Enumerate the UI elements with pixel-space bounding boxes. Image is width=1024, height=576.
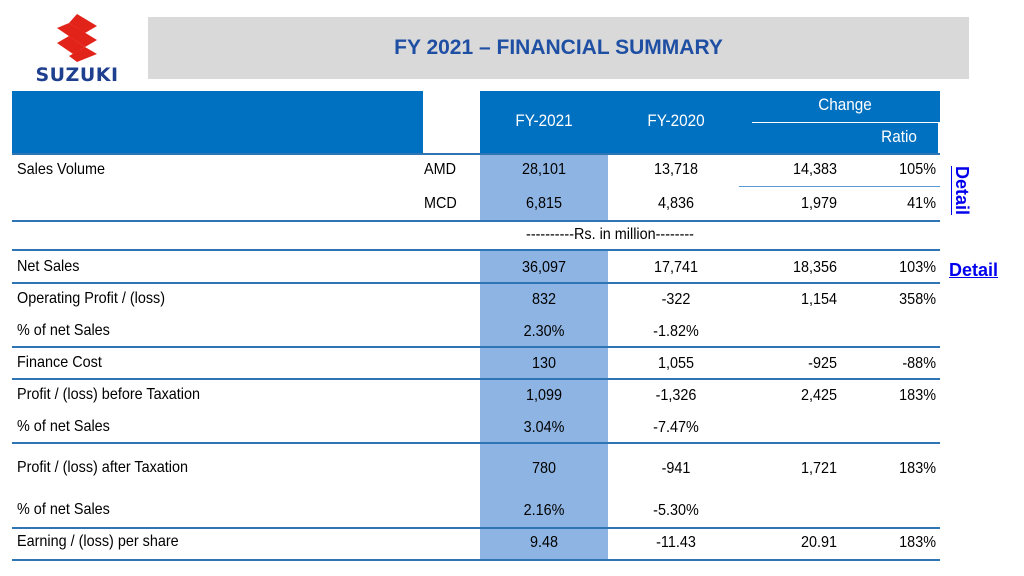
cell-change: -925 (808, 355, 837, 372)
cell-ratio: 183% (899, 534, 936, 551)
header-left-block (12, 91, 423, 153)
cell-ratio: 183% (899, 387, 936, 404)
fy2021-column-lower (480, 249, 608, 561)
net-sales-detail-link[interactable]: Detail (949, 260, 999, 280)
row-divider (739, 186, 940, 187)
suzuki-s-icon (57, 14, 97, 62)
row-label: Sales Volume (17, 161, 106, 178)
header-fy2021: FY-2021 (515, 111, 573, 130)
cell-fy2020: 4,836 (657, 195, 695, 212)
cell-change: 20.91 (800, 534, 837, 551)
cell-ratio: -88% (902, 355, 936, 372)
header-years-band (480, 122, 860, 153)
cell-ratio: 358% (899, 291, 936, 308)
cell-fy2021: 6,815 (525, 195, 563, 212)
row-divider (12, 527, 940, 529)
cell-fy2020: -7.47% (653, 419, 699, 436)
row-divider (12, 378, 940, 380)
units-note: ----------Rs. in million-------- (526, 226, 694, 243)
cell-ratio: 103% (899, 259, 936, 276)
row-label: Earning / (loss) per share (17, 533, 179, 550)
cell-change: 2,425 (800, 387, 837, 404)
cell-change: 1,721 (800, 460, 837, 477)
cell-fy2021: 2.16% (523, 502, 565, 519)
row-divider (12, 249, 940, 251)
cell-ratio: 41% (907, 195, 936, 212)
row-divider (12, 220, 940, 222)
fy2021-column-upper (480, 153, 608, 220)
cell-change: 1,979 (800, 195, 837, 212)
suzuki-logo: SUZUKI (22, 14, 132, 86)
cell-fy2021: 780 (531, 460, 557, 477)
row-sublabel: MCD (424, 195, 457, 212)
cell-fy2020: -941 (661, 460, 691, 477)
row-label: Finance Cost (17, 354, 102, 371)
cell-fy2020: 13,718 (653, 161, 699, 178)
header-change: Change (818, 95, 872, 114)
cell-ratio: 183% (899, 460, 936, 477)
row-label: Profit / (loss) after Taxation (17, 459, 188, 476)
row-label: Operating Profit / (loss) (17, 290, 166, 307)
cell-fy2020: -5.30% (653, 502, 699, 519)
page-title: FY 2021 – FINANCIAL SUMMARY (394, 36, 723, 59)
header-ratio: Ratio (881, 127, 917, 146)
cell-change: 18,356 (792, 259, 837, 276)
cell-fy2021: 3.04% (523, 419, 565, 436)
cell-fy2020: -322 (661, 291, 691, 308)
cell-ratio: 105% (899, 161, 936, 178)
row-label: % of net Sales (17, 418, 110, 435)
row-label: Net Sales (17, 258, 80, 275)
cell-fy2021: 9.48 (529, 534, 559, 551)
row-divider (12, 559, 940, 561)
logo-text: SUZUKI (35, 64, 119, 86)
header-fy2020: FY-2020 (647, 111, 705, 130)
cell-fy2020: 17,741 (653, 259, 699, 276)
row-sublabel: AMD (424, 161, 457, 178)
header-change-band (480, 91, 940, 122)
cell-fy2021: 832 (531, 291, 557, 308)
row-label: % of net Sales (17, 322, 110, 339)
cell-fy2021: 130 (531, 355, 557, 372)
cell-fy2021: 28,101 (521, 161, 567, 178)
cell-fy2021: 1,099 (525, 387, 563, 404)
row-divider (12, 442, 940, 444)
cell-fy2021: 2.30% (523, 323, 565, 340)
row-divider (12, 153, 940, 155)
cell-change: 1,154 (800, 291, 837, 308)
cell-fy2020: -11.43 (656, 534, 696, 551)
title-bar: FY 2021 – FINANCIAL SUMMARY (148, 17, 969, 79)
sales-volume-detail-link[interactable]: Detail (952, 166, 972, 216)
cell-fy2020: -1.82% (653, 323, 699, 340)
cell-fy2020: -1,326 (655, 387, 697, 404)
cell-change: 14,383 (792, 161, 837, 178)
row-label: % of net Sales (17, 501, 110, 518)
row-divider (12, 346, 940, 348)
header-divider (752, 122, 938, 123)
cell-fy2021: 36,097 (521, 259, 567, 276)
row-label: Profit / (loss) before Taxation (17, 386, 201, 403)
cell-fy2020: 1,055 (657, 355, 695, 372)
header-ratio-cell (860, 122, 938, 153)
row-divider (12, 282, 940, 284)
financial-summary-table: FY-2021 FY-2020 Change Ratio Sales Volum… (12, 91, 940, 561)
